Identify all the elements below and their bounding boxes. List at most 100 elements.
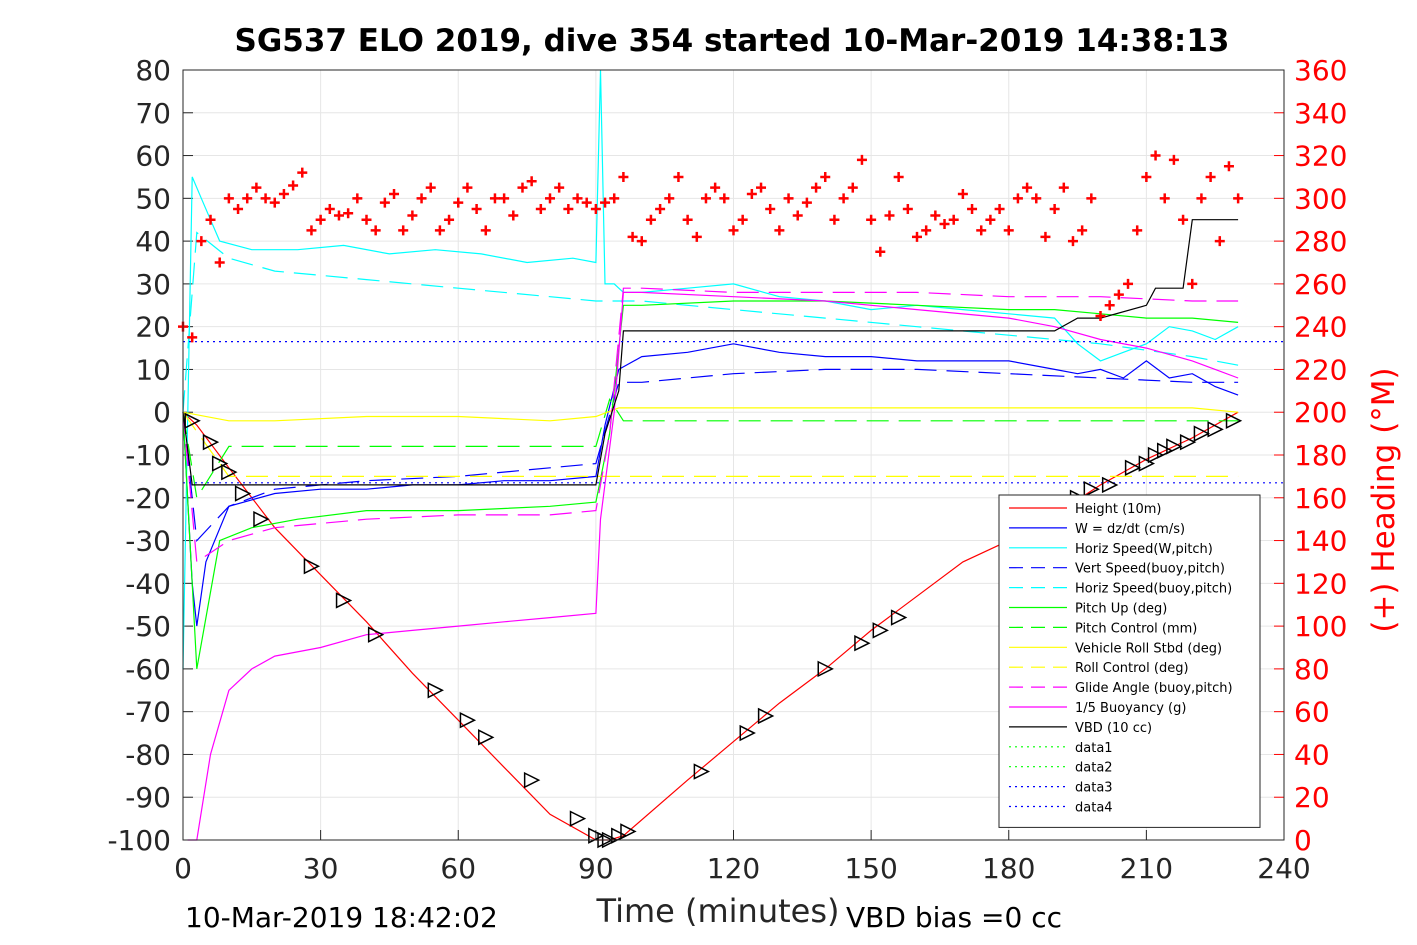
legend-box (998, 494, 1261, 828)
legend-entry: data3 (1075, 781, 1113, 796)
heading-point (1031, 193, 1042, 204)
heading-point (370, 225, 381, 236)
series-line-1-5-buoyancy-g- (187, 291, 1239, 841)
direction-marker (1124, 459, 1142, 477)
heading-point (719, 193, 730, 204)
heading-point (884, 210, 895, 221)
direction-marker (1207, 421, 1224, 438)
heading-point (480, 225, 491, 236)
heading-point (838, 193, 849, 204)
x-tick-label: 30 (303, 852, 339, 885)
right-tick-label: 180 (1294, 439, 1347, 472)
direction-marker (335, 592, 353, 609)
x-tick-label: 90 (578, 852, 614, 885)
heading-point (462, 182, 473, 193)
heading-point (957, 189, 968, 200)
heading-point (297, 167, 308, 178)
heading-point (783, 193, 794, 204)
heading-point (700, 193, 711, 204)
legend-entry: Height (10m) (1075, 502, 1161, 517)
legend-entry: VBD (10 cc) (1075, 721, 1152, 736)
right-tick-label: 40 (1294, 738, 1330, 771)
left-tick-label: -30 (125, 525, 171, 558)
heading-point (352, 193, 363, 204)
heading-point (636, 236, 647, 247)
direction-marker (1138, 455, 1156, 472)
heading-point (645, 214, 656, 225)
heading-point (407, 210, 418, 221)
legend-entry: Pitch Control (mm) (1075, 621, 1197, 636)
heading-point (489, 193, 500, 204)
heading-point (912, 231, 922, 242)
heading-point (976, 225, 987, 236)
heading-point (655, 204, 666, 215)
right-tick-label: 280 (1294, 225, 1347, 258)
heading-point (260, 193, 271, 204)
heading-point (1223, 161, 1234, 172)
direction-marker (569, 810, 587, 827)
left-tick-label: -80 (125, 738, 171, 771)
right-axis-ticks: 3603403203002802602402202001801601401201… (1274, 54, 1347, 857)
heading-point (453, 197, 464, 208)
heading-point (554, 182, 565, 193)
heading-point (1123, 278, 1134, 289)
heading-point (948, 214, 959, 225)
heading-point (1141, 171, 1152, 182)
heading-point (921, 225, 932, 236)
left-tick-label: 50 (135, 182, 171, 215)
heading-point (1058, 182, 1069, 193)
heading-point (847, 182, 858, 193)
x-tick-label: 0 (174, 852, 192, 885)
series-line-horiz-speed-buoy-pitch- (182, 231, 1239, 413)
direction-marker (478, 729, 495, 746)
heading-point (545, 193, 555, 204)
direction-marker (739, 724, 756, 742)
legend-entry: 1/5 Buoyancy (g) (1075, 701, 1186, 716)
direction-marker (1225, 412, 1243, 429)
direction-marker (817, 660, 834, 678)
left-tick-label: -90 (125, 781, 171, 814)
x-tick-label: 60 (440, 852, 476, 885)
direction-marker (1147, 446, 1165, 464)
legend-entry: Vert Speed(buoy,pitch) (1075, 562, 1225, 577)
direction-marker (253, 510, 270, 528)
left-tick-label: 0 (153, 396, 171, 429)
right-tick-label: 20 (1294, 781, 1330, 814)
series-line-vert-speed-buoy-pitch- (182, 368, 1239, 542)
heading-point (343, 208, 354, 219)
x-tick-label: 210 (1120, 852, 1173, 885)
legend: Height (10m) W = dz/dt (cm/s) Horiz Speed(… (998, 494, 1261, 828)
heading-point (535, 204, 546, 215)
heading-point (985, 214, 996, 225)
heading-point (590, 204, 601, 215)
left-tick-label: -50 (125, 610, 171, 643)
heading-point (737, 214, 748, 225)
direction-marker (1166, 438, 1183, 455)
heading-point (434, 225, 445, 236)
heading-point (609, 193, 620, 204)
legend-entry: W = dz/dt (cm/s) (1075, 522, 1185, 537)
heading-point (187, 332, 198, 343)
direction-marker (1179, 433, 1197, 451)
footer-timestamp: 10-Mar-2019 18:42:02 (185, 901, 498, 934)
left-tick-label: -40 (125, 567, 171, 600)
heading-point (820, 171, 831, 182)
heading-point (205, 214, 216, 225)
direction-marker (757, 707, 775, 725)
heading-point (1159, 193, 1170, 204)
direction-marker (1101, 476, 1119, 494)
heading-point (1214, 236, 1225, 247)
heading-point (196, 236, 207, 247)
heading-point (1003, 225, 1014, 236)
heading-point (379, 197, 390, 208)
heading-point (875, 246, 886, 257)
direction-marker (459, 712, 477, 729)
heading-point (242, 193, 253, 204)
heading-point (581, 197, 592, 208)
legend-entry: Roll Control (deg) (1075, 661, 1189, 676)
left-tick-label: 10 (135, 353, 171, 386)
heading-point (756, 182, 767, 193)
direction-marker (1156, 442, 1174, 459)
direction-marker (221, 463, 238, 481)
series-line-w-dz-dt-cm-s- (182, 343, 1239, 627)
